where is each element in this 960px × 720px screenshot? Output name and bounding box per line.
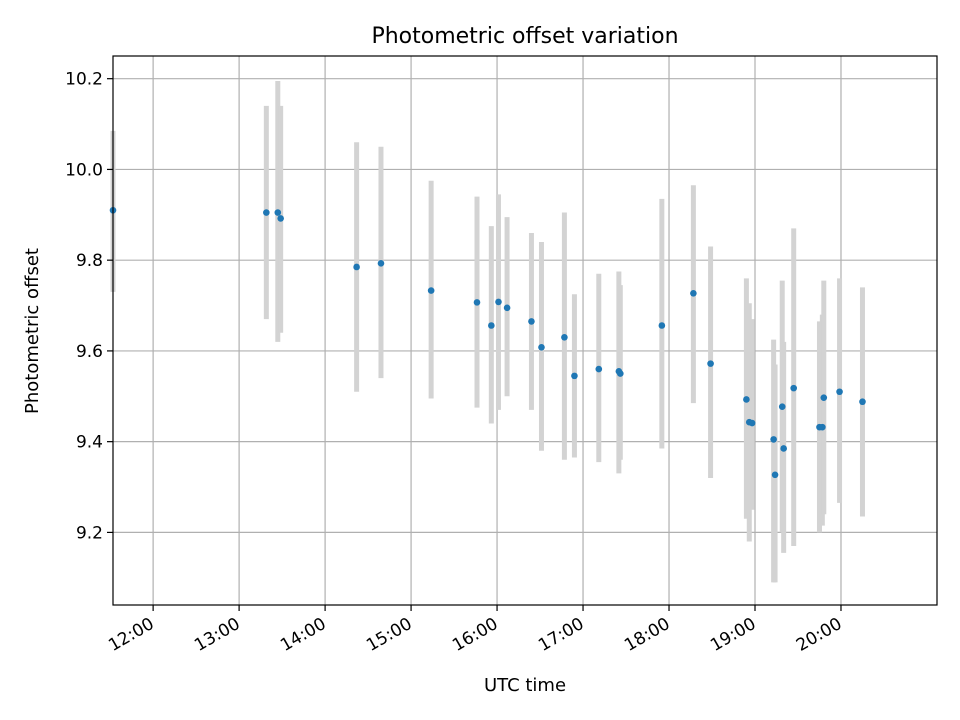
data-point <box>780 445 787 452</box>
data-point <box>503 304 511 312</box>
chart-title: Photometric offset variation <box>371 24 678 49</box>
data-point <box>495 298 502 306</box>
y-axis-ticks: 9.2 9.4 9.6 9.8 10.0 10.2 <box>65 70 113 543</box>
y-tick-label: 9.6 <box>76 342 103 362</box>
data-point <box>836 388 843 396</box>
y-axis-label: Photometric offset <box>22 248 43 414</box>
data-points <box>109 206 866 479</box>
data-point <box>658 322 666 329</box>
data-point <box>274 209 282 216</box>
data-point <box>277 215 284 222</box>
data-point <box>820 394 828 401</box>
data-point <box>473 299 481 306</box>
data-point <box>561 334 568 341</box>
plot-frame <box>112 55 938 606</box>
data-point <box>528 318 535 325</box>
data-point <box>538 343 545 351</box>
data-point <box>263 209 270 216</box>
data-point <box>690 289 697 297</box>
y-tick-label: 9.2 <box>76 523 103 543</box>
data-point <box>427 287 435 294</box>
data-point <box>819 423 826 431</box>
data-point <box>353 263 360 271</box>
y-tick-label: 9.4 <box>76 433 103 453</box>
data-point <box>748 419 756 427</box>
data-point <box>770 436 777 443</box>
data-point <box>707 360 714 367</box>
data-point <box>743 396 750 403</box>
y-tick-label: 10.2 <box>65 70 103 90</box>
data-point <box>616 370 624 377</box>
data-point <box>771 471 779 479</box>
data-point <box>377 260 385 267</box>
data-point <box>595 365 603 373</box>
y-tick-label: 9.8 <box>76 251 103 271</box>
data-point <box>859 398 866 406</box>
y-tick-label: 10.0 <box>65 160 103 180</box>
data-point <box>790 384 797 392</box>
data-point <box>778 403 786 411</box>
data-point <box>571 372 578 380</box>
x-axis-label: UTC time <box>484 675 566 696</box>
data-point <box>488 322 495 329</box>
